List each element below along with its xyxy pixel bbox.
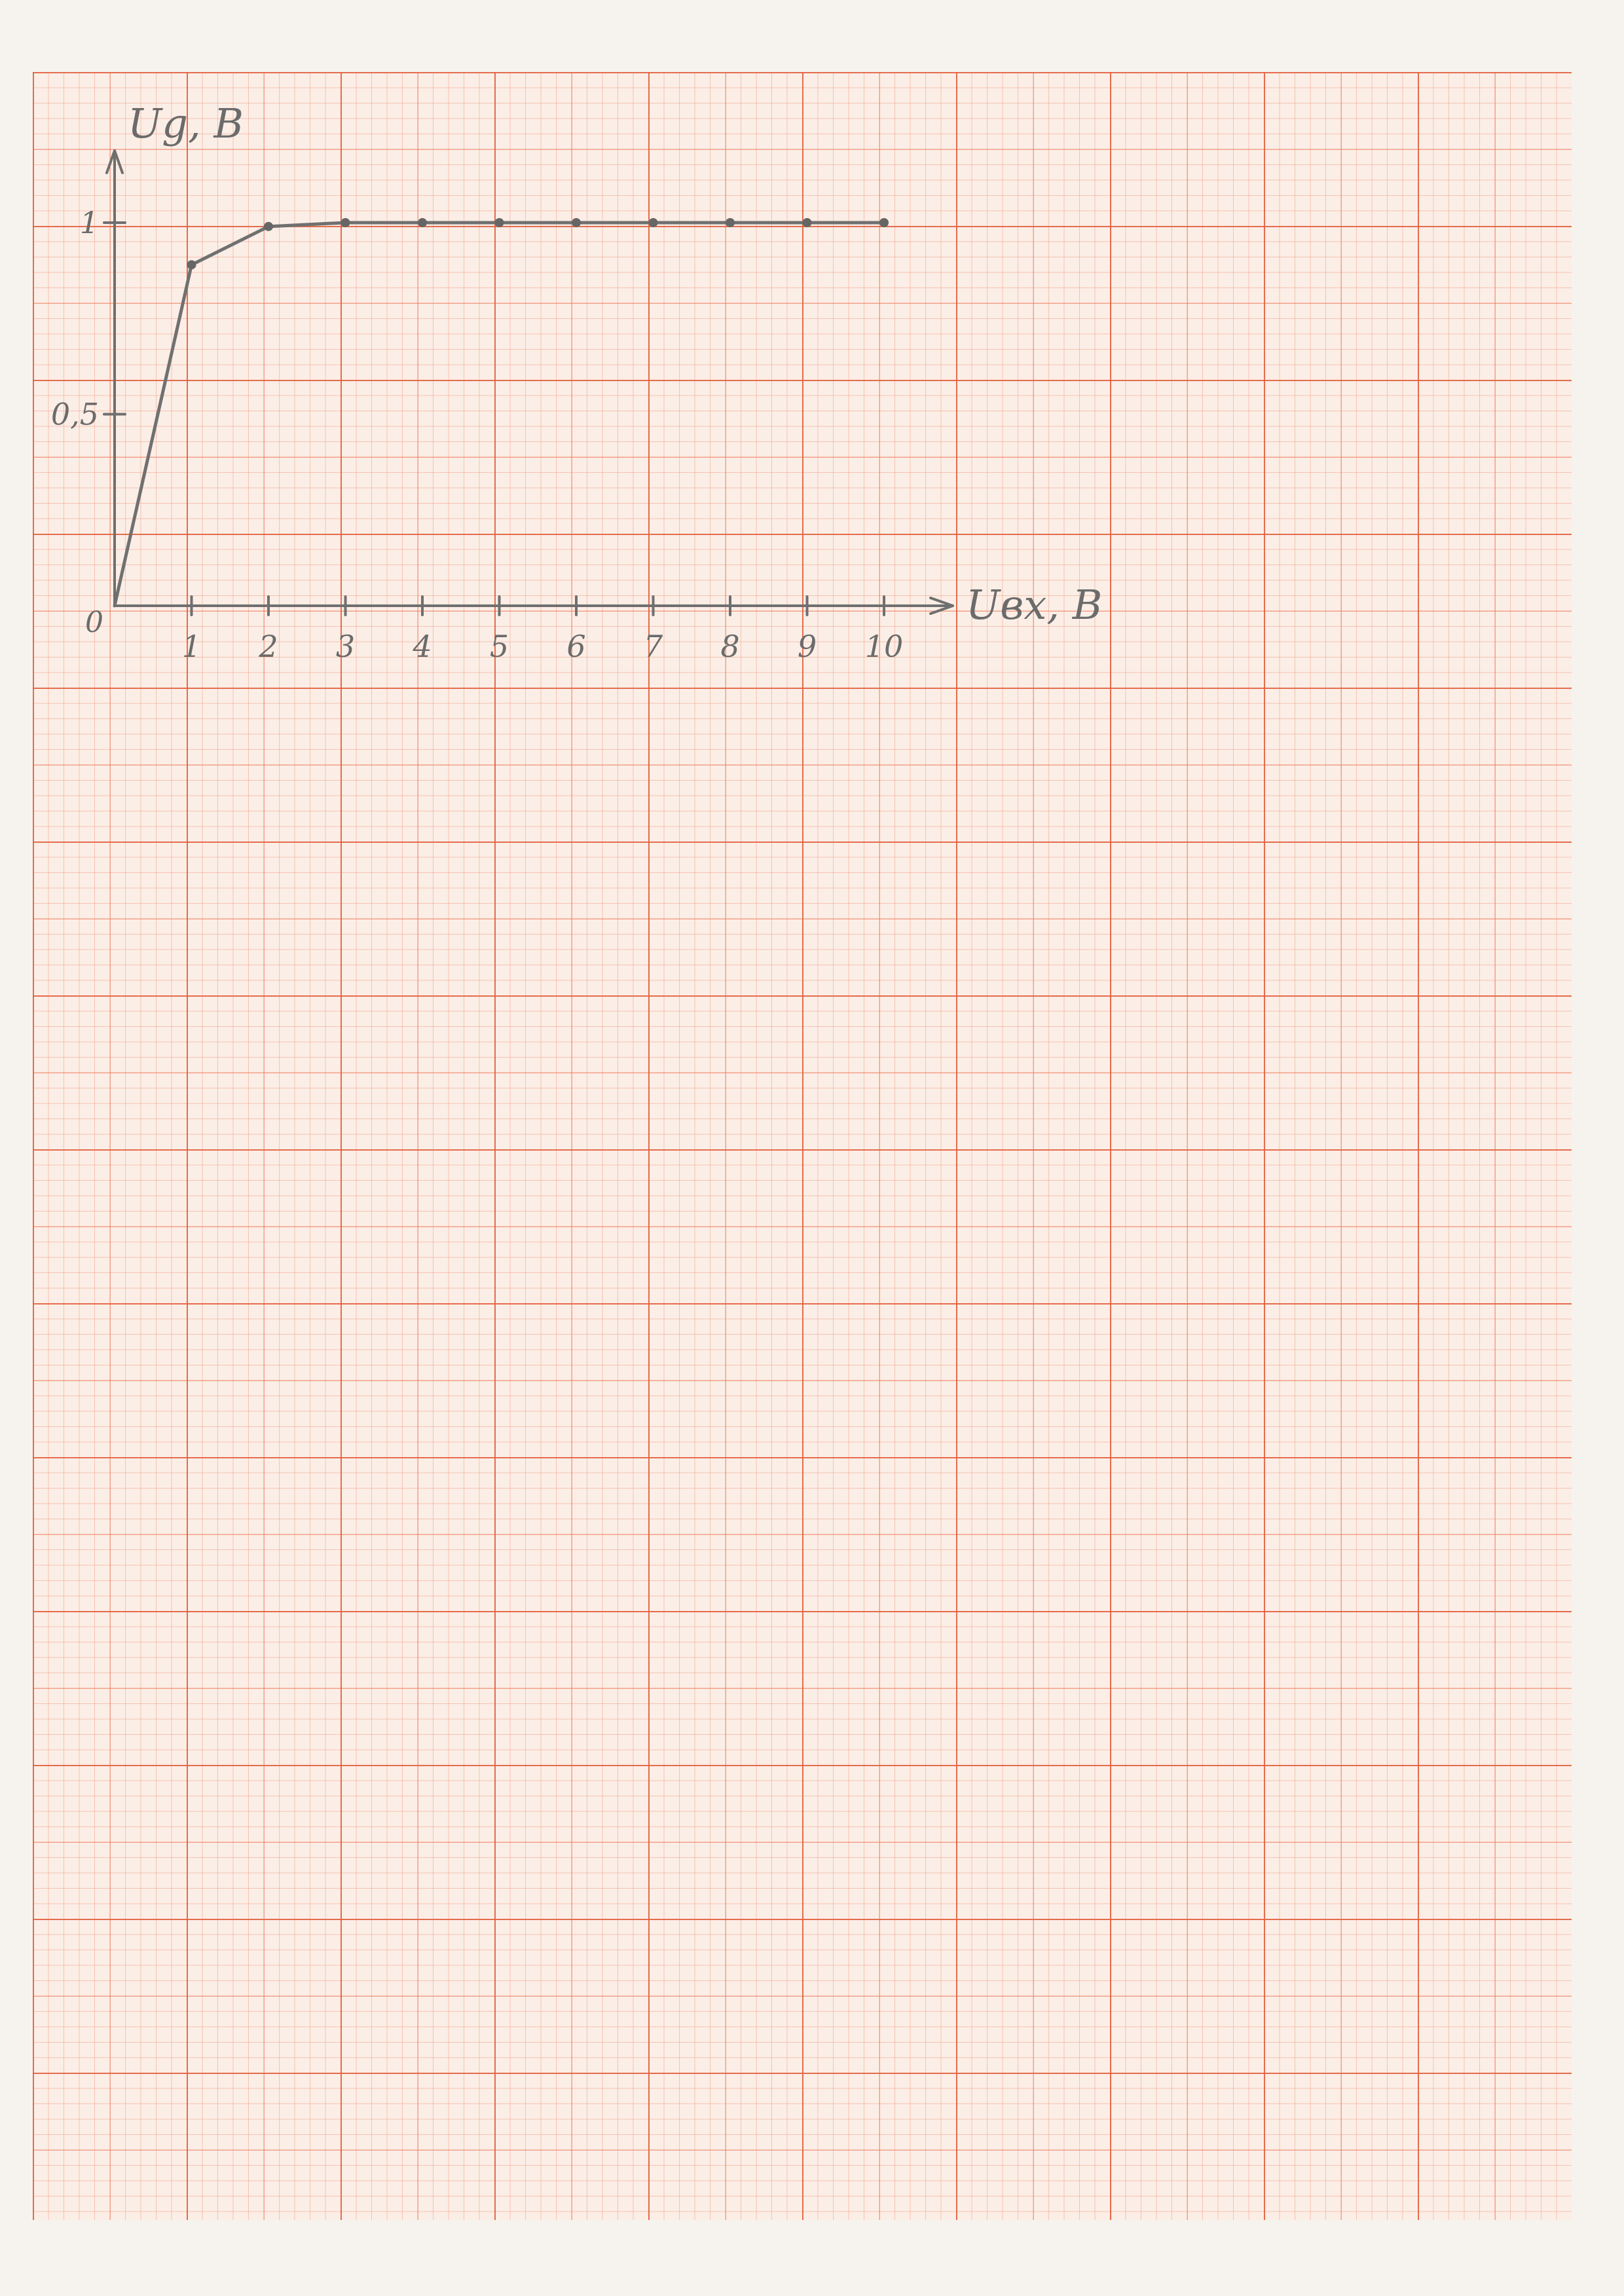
chart-axes	[105, 149, 954, 615]
data-line	[113, 221, 886, 608]
data-point	[418, 218, 427, 227]
x-axis-label: Uвх, B	[966, 581, 1102, 629]
x-tick-label: 2	[258, 629, 278, 664]
y-axis-arrow	[105, 149, 124, 174]
graph-paper-sheet	[33, 72, 1572, 2220]
chart-series	[113, 218, 889, 608]
data-point	[187, 260, 196, 270]
data-point	[341, 218, 350, 227]
x-tick-label: 9	[798, 629, 817, 664]
y-axis-label: Ug, B	[128, 100, 244, 147]
chart-ticks: 1 2 3 4 5 6 7 8 9 10 0,5 1	[51, 205, 903, 664]
origin-label: 0	[85, 606, 103, 639]
data-point	[572, 218, 581, 227]
y-tick-label: 0,5	[51, 397, 99, 432]
chart-labels: Ug, B Uвх, B 0	[85, 100, 1102, 639]
x-tick-label: 1	[182, 629, 201, 664]
data-point	[648, 218, 658, 227]
data-point	[879, 218, 889, 227]
data-point	[802, 218, 812, 227]
x-axis-arrow	[929, 597, 954, 615]
x-tick-label: 3	[336, 629, 355, 664]
y-tick-label: 1	[80, 205, 99, 240]
x-tick-label: 10	[865, 629, 904, 664]
data-point	[726, 218, 735, 227]
data-point	[494, 218, 504, 227]
x-tick-label: 8	[720, 629, 739, 664]
x-tick-label: 6	[566, 629, 585, 664]
x-tick-label: 7	[644, 629, 663, 664]
x-tick-label: 5	[490, 629, 509, 664]
data-point	[264, 221, 273, 231]
x-tick-label: 4	[412, 629, 432, 664]
